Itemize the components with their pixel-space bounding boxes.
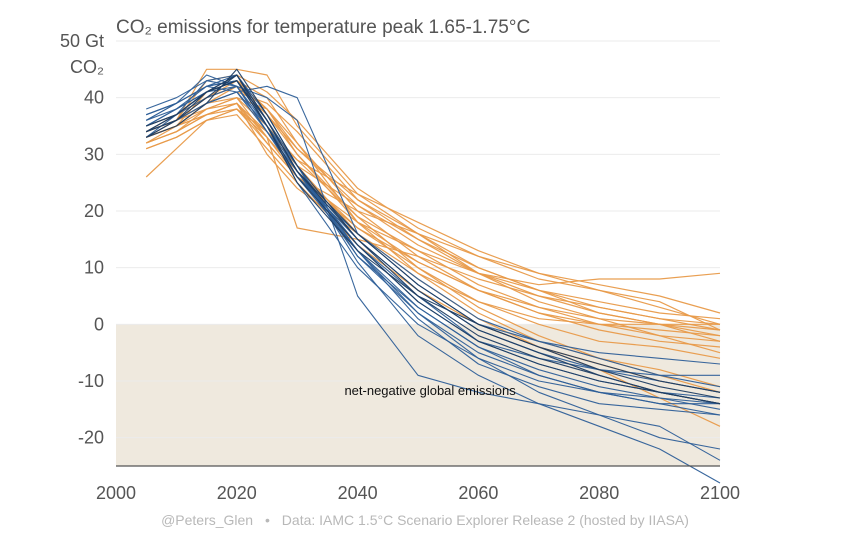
y-tick-label: 30 [84,144,104,164]
series-line-35 [146,74,721,393]
y-tick-label: 40 [84,88,104,108]
series-line-1 [145,97,721,320]
x-tick-label: 2020 [217,483,257,503]
y-axis-unit-label: CO₂ [70,57,104,77]
y-tick-label: 20 [84,201,104,221]
x-tick-label: 2000 [96,483,136,503]
y-tick-labels: 40 30 20 10 0 -10 -20 [78,88,104,448]
x-tick-label: 2060 [458,483,498,503]
y-tick-label: 0 [94,314,104,334]
y-tick-label: -20 [78,428,104,448]
x-tick-label: 2080 [579,483,619,503]
x-tick-label: 2040 [338,483,378,503]
emission-pathways [145,68,721,484]
footer-separator: • [265,512,270,528]
series-line-12 [145,108,721,359]
x-tick-labels: 2000 2020 2040 2060 2080 2100 [96,483,740,503]
series-line-20 [145,108,721,337]
net-negative-region [116,324,720,466]
footer-credit: @Peters_Glen • Data: IAMC 1.5°C Scenario… [0,512,850,528]
net-negative-annotation: net-negative global emissions [344,383,516,398]
y-axis-top-label: 50 Gt [60,31,104,51]
series-line-38 [145,80,721,405]
footer-author: @Peters_Glen [161,512,254,528]
chart-title: CO₂ emissions for temperature peak 1.65-… [116,17,530,38]
series-line-4 [145,108,721,325]
series-line-2 [145,102,721,314]
series-line-8 [145,97,721,342]
footer-source: Data: IAMC 1.5°C Scenario Explorer Relea… [281,512,689,528]
x-tick-label: 2100 [700,483,740,503]
y-tick-label: -10 [78,371,104,391]
y-tick-label: 10 [84,258,104,278]
